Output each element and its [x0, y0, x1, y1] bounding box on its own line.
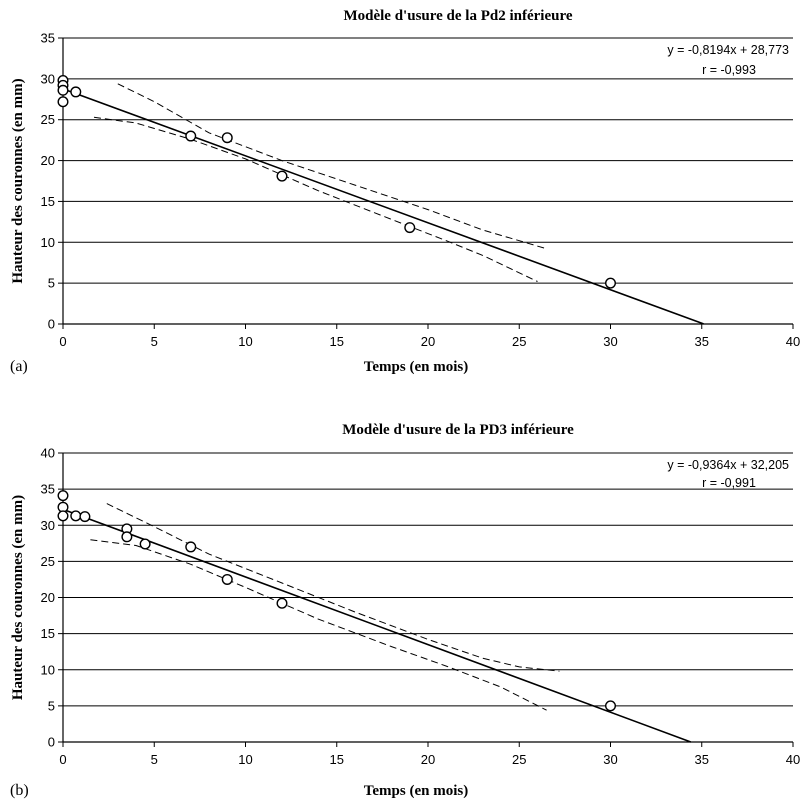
x-tick-label: 40	[786, 752, 800, 767]
x-tick-label: 20	[421, 752, 435, 767]
y-tick-label: 30	[41, 71, 55, 86]
x-tick-label: 40	[786, 334, 800, 349]
x-tick-label: 10	[238, 334, 252, 349]
regression-line	[62, 508, 692, 743]
y-tick-label: 35	[41, 482, 55, 497]
panel-label: (b)	[10, 782, 29, 799]
chart-panel-a: 0 5 10 15 20 25 30 35 0 5 10 15 20 25 30 35 40 Modèle d'u…	[10, 8, 800, 375]
y-tick-label: 20	[41, 590, 55, 605]
confidence-band-upper	[106, 503, 560, 672]
y-tick-label: 20	[41, 153, 55, 168]
panel-label: (a)	[10, 358, 28, 375]
y-tick-label: 0	[48, 735, 55, 750]
x-tick-label: 15	[330, 334, 344, 349]
y-tick-label: 10	[41, 235, 55, 250]
x-tick-label: 20	[421, 334, 435, 349]
y-tick-label: 5	[48, 276, 55, 291]
y-axis-label: Hauteur des couronnes (en mm)	[10, 78, 26, 283]
data-point	[70, 86, 82, 98]
chart-title: Modèle d'usure de la PD3 inférieure	[342, 422, 574, 438]
x-tick-label: 5	[151, 752, 158, 767]
data-point	[605, 700, 617, 712]
x-tick-label: 15	[330, 752, 344, 767]
x-tick-label: 0	[59, 752, 66, 767]
confidence-band-lower	[93, 116, 538, 282]
data-point	[79, 511, 91, 523]
data-point	[276, 597, 288, 609]
y-tick-label: 5	[48, 698, 55, 713]
y-tick-label: 0	[48, 317, 55, 332]
data-point	[221, 573, 233, 585]
x-tick-label: 25	[512, 334, 526, 349]
correlation-coefficient: r = -0,991	[702, 476, 756, 490]
confidence-band-upper	[117, 83, 547, 250]
y-tick-label: 40	[41, 446, 55, 461]
x-axis-label: Temps (en mois)	[364, 783, 468, 799]
regression-equation: y = -0,8194x + 28,773	[667, 43, 789, 57]
chart-title: Modèle d'usure de la Pd2 inférieure	[343, 8, 572, 24]
x-tick-label: 35	[695, 752, 709, 767]
data-point	[121, 531, 133, 543]
data-point	[221, 132, 233, 144]
data-point	[70, 510, 82, 522]
x-tick-label: 25	[512, 752, 526, 767]
x-axis-label: Temps (en mois)	[364, 359, 468, 375]
data-point	[57, 510, 69, 522]
y-tick-label: 35	[41, 31, 55, 46]
x-tick-label: 10	[238, 752, 252, 767]
chart-panel-b: 0 5 10 15 20 25 30 35 40 0 5 10 15 20 25 30 35 40 Modèle d…	[10, 422, 800, 799]
y-tick-label: 25	[41, 112, 55, 127]
correlation-coefficient: r = -0,993	[702, 63, 756, 77]
data-point	[57, 490, 69, 502]
y-tick-label: 15	[41, 626, 55, 641]
x-tick-label: 0	[59, 334, 66, 349]
x-tick-label: 30	[603, 752, 617, 767]
data-point	[404, 222, 416, 234]
data-point	[276, 170, 288, 182]
x-tick-label: 35	[695, 334, 709, 349]
data-point	[185, 541, 197, 553]
data-point	[605, 277, 617, 289]
regression-equation: y = -0,9364x + 32,205	[667, 458, 789, 472]
regression-line	[62, 88, 704, 325]
data-point	[185, 130, 197, 142]
x-tick-label: 5	[151, 334, 158, 349]
y-tick-label: 25	[41, 554, 55, 569]
confidence-band-lower	[90, 539, 547, 711]
data-point	[139, 538, 151, 550]
x-tick-label: 30	[603, 334, 617, 349]
y-tick-label: 15	[41, 194, 55, 209]
y-axis-label: Hauteur des couronnes (en mm)	[10, 495, 26, 700]
data-point	[57, 96, 69, 108]
y-tick-label: 10	[41, 662, 55, 677]
y-tick-label: 30	[41, 518, 55, 533]
data-point	[57, 84, 69, 96]
